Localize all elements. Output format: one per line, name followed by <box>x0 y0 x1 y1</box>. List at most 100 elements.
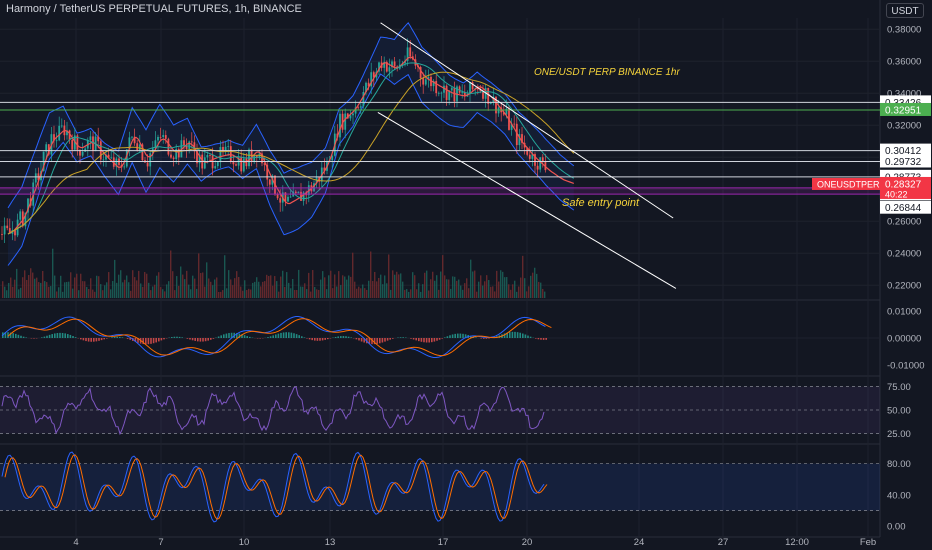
candle-body <box>469 82 471 95</box>
candle-body <box>8 228 11 234</box>
macd-histogram-bar <box>451 334 454 338</box>
candle-body <box>123 166 126 168</box>
volume-bar <box>134 277 136 298</box>
candle-body <box>53 134 55 141</box>
volume-bar <box>76 273 78 298</box>
candle-body <box>24 212 27 227</box>
price-tick-label: 0.38000 <box>887 25 921 36</box>
trendline-upper <box>380 22 674 219</box>
volume-bar <box>372 280 374 298</box>
candle-body <box>6 225 9 229</box>
volume-bar <box>366 289 368 298</box>
volume-bar <box>142 286 144 298</box>
candle-body <box>302 192 305 201</box>
candle-body <box>424 79 427 85</box>
macd-histogram-bar <box>147 338 150 345</box>
volume-bar <box>270 275 272 298</box>
volume-bar <box>430 279 432 298</box>
macd-histogram-bar <box>46 335 48 338</box>
volume-bar <box>512 284 514 298</box>
macd-histogram-bar <box>116 336 118 338</box>
volume-bar <box>100 284 102 298</box>
volume-bar <box>338 271 340 298</box>
volume-bar <box>314 287 316 298</box>
candle-body <box>427 76 430 80</box>
volume-bar <box>198 253 200 298</box>
volume-bar <box>186 270 188 298</box>
macd-histogram-bar <box>9 332 12 338</box>
macd-histogram-bar <box>420 338 423 342</box>
candle-body <box>482 90 484 99</box>
volume-bar <box>190 289 192 298</box>
volume-bar <box>510 289 512 298</box>
macd-histogram-bar <box>379 338 381 344</box>
volume-bar <box>452 276 454 298</box>
macd-histogram-bar <box>446 336 449 338</box>
volume-bar <box>474 270 476 298</box>
macd-histogram-bar <box>137 338 139 343</box>
macd-histogram-bar <box>355 338 358 340</box>
volume-bar <box>360 288 362 298</box>
rsi-tick-label: 75.00 <box>887 382 911 393</box>
macd-histogram-bar <box>12 333 14 338</box>
candle-body <box>391 61 393 68</box>
candle-body <box>419 67 422 79</box>
candle-body <box>505 108 508 115</box>
macd-histogram-bar <box>272 335 274 338</box>
candle-body <box>393 61 396 67</box>
macd-histogram-bar <box>51 334 53 338</box>
candle-body <box>435 81 438 94</box>
volume-bar <box>330 270 332 298</box>
volume-bar <box>240 286 242 298</box>
volume-bar <box>62 291 64 298</box>
macd-histogram-bar <box>7 332 9 338</box>
candle-body <box>263 163 266 165</box>
candle-body <box>131 136 133 138</box>
macd-histogram-bar <box>152 338 155 344</box>
macd-histogram-bar <box>85 338 87 342</box>
candle-body <box>172 157 175 159</box>
stochastic-tick-label: 0.00 <box>887 522 906 533</box>
candle-body <box>47 144 50 155</box>
volume-bar <box>228 270 230 298</box>
currency-unit-button[interactable]: USDT <box>886 3 924 18</box>
candle-body <box>125 149 128 167</box>
bollinger-lower-band <box>7 73 575 266</box>
candle-body <box>240 157 243 172</box>
volume-bar <box>394 274 396 298</box>
candle-body <box>185 145 188 149</box>
macd-histogram-bar <box>295 334 298 338</box>
current-price-label: 0.28327 <box>885 179 922 190</box>
candle-body <box>349 115 352 119</box>
macd-histogram-bar <box>142 338 144 345</box>
candle-body <box>445 85 448 101</box>
candle-body <box>359 106 362 108</box>
volume-bar <box>420 291 422 298</box>
volume-bar <box>450 288 452 298</box>
volume-bar <box>492 286 494 298</box>
volume-bar <box>378 277 380 298</box>
volume-bar <box>158 272 160 298</box>
volume-bar <box>516 291 518 298</box>
volume-bar <box>292 279 294 298</box>
volume-bar <box>444 275 446 298</box>
macd-histogram-bar <box>480 338 482 339</box>
volume-bar <box>402 281 404 298</box>
volume-bar <box>72 288 74 298</box>
candle-body <box>175 149 178 159</box>
macd-histogram-bar <box>347 336 350 338</box>
volume-bar <box>426 270 428 298</box>
candle-body <box>170 154 172 158</box>
volume-bar <box>298 269 300 298</box>
candle-body <box>66 130 68 136</box>
macd-histogram-bar <box>459 333 462 338</box>
volume-bar <box>448 279 450 298</box>
macd-histogram-bar <box>334 336 337 338</box>
macd-histogram-bar <box>189 338 191 340</box>
stochastic-k-line <box>1 451 545 523</box>
macd-histogram-bar <box>368 338 371 344</box>
macd-histogram-bar <box>545 338 547 340</box>
volume-bar <box>98 276 100 298</box>
macd-histogram-bar <box>293 333 295 338</box>
